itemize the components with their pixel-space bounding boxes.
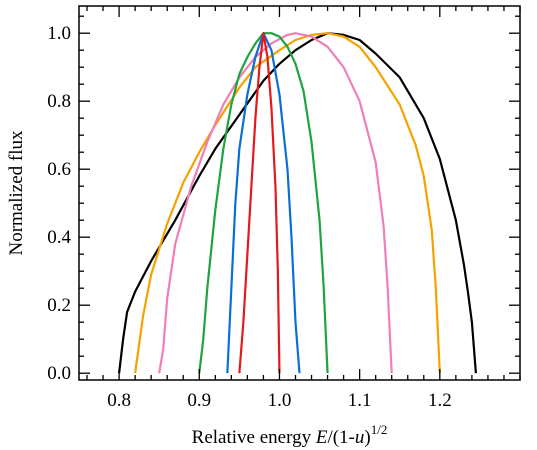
series-line-5 xyxy=(226,32,301,374)
x-axis-label-close: ) xyxy=(364,427,370,448)
ticks-layer xyxy=(79,6,521,380)
x-tick-label: 1.2 xyxy=(428,390,452,411)
x-axis-label-prefix: Relative energy xyxy=(192,427,316,448)
series-line-4 xyxy=(198,32,329,374)
plot-frame xyxy=(78,5,521,381)
x-axis-label-middle: /(1- xyxy=(327,427,354,448)
x-axis-label-var-u: u xyxy=(355,427,365,448)
y-tick-label: 0.6 xyxy=(47,159,71,180)
y-axis-label: Normalized flux xyxy=(6,130,27,256)
x-tick-label: 1.0 xyxy=(268,390,292,411)
series-line-1 xyxy=(117,32,477,374)
x-axis-label-exponent: 1/2 xyxy=(371,422,388,437)
y-tick-label: 0.2 xyxy=(47,295,71,316)
y-tick-label: 1.0 xyxy=(47,23,71,44)
y-tick-label: 0.0 xyxy=(47,363,71,384)
series-line-3 xyxy=(158,32,393,374)
labels-layer: 0.8 0.9 1.0 1.1 1.2 0.0 0.2 0.4 0.6 0.8 1.0 xyxy=(47,23,451,411)
x-tick-label: 0.8 xyxy=(107,390,131,411)
y-tick-label: 0.4 xyxy=(47,227,71,248)
x-tick-label: 0.9 xyxy=(187,390,211,411)
x-axis-label: Relative energy E/(1-u)1/2 xyxy=(192,422,388,448)
x-tick-label: 1.1 xyxy=(348,390,372,411)
series-line-6 xyxy=(238,32,281,374)
x-axis-label-var-e: E xyxy=(315,427,328,448)
y-tick-label: 0.8 xyxy=(47,91,71,112)
series-line-2 xyxy=(134,32,441,374)
series-layer xyxy=(117,32,477,374)
